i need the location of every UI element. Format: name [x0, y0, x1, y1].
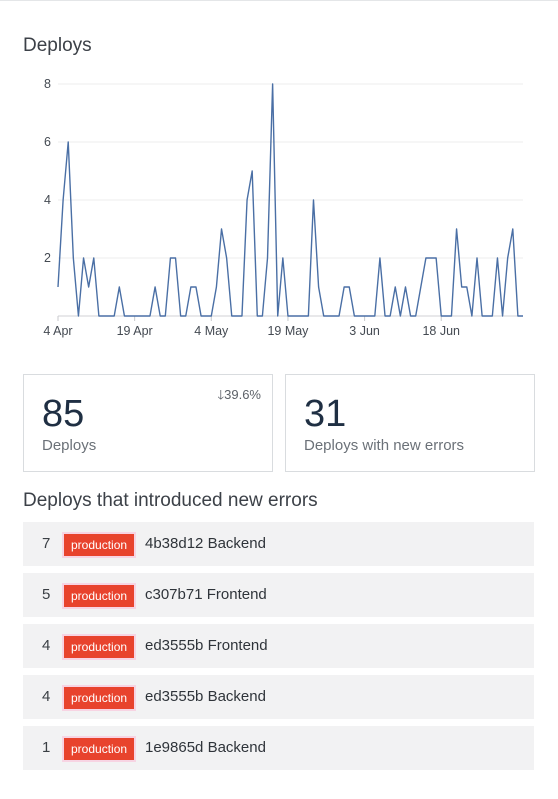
- y-tick-label: 4: [44, 193, 51, 207]
- deploy-row[interactable]: 4 production ed3555b Frontend: [23, 624, 534, 668]
- x-tick-label: 19 May: [267, 324, 309, 338]
- y-tick-label: 6: [44, 135, 51, 149]
- x-tick-label: 18 Jun: [422, 324, 460, 338]
- x-tick-label: 3 Jun: [349, 324, 380, 338]
- deploy-row[interactable]: 4 production ed3555b Backend: [23, 675, 534, 719]
- error-count: 7: [42, 535, 51, 552]
- deploy-name[interactable]: c307b71 Frontend: [145, 586, 267, 603]
- deploys-stat-card[interactable]: 🡓39.6% 85 Deploys: [23, 374, 273, 472]
- deploy-name[interactable]: ed3555b Frontend: [145, 637, 268, 654]
- error-count: 1: [42, 739, 51, 756]
- deploy-row[interactable]: 7 production 4b38d12 Backend: [23, 522, 534, 566]
- environment-badge: production: [64, 687, 135, 709]
- stat-label: Deploys with new errors: [304, 437, 465, 454]
- environment-badge: production: [64, 636, 135, 658]
- error-count: 4: [42, 637, 51, 654]
- environment-badge: production: [64, 585, 135, 607]
- environment-badge: production: [64, 534, 135, 556]
- new-errors-stat-card[interactable]: 31 Deploys with new errors: [285, 374, 535, 472]
- error-count: 5: [42, 586, 51, 603]
- y-tick-label: 8: [44, 77, 51, 91]
- error-count: 4: [42, 688, 51, 705]
- environment-badge: production: [64, 738, 135, 760]
- stat-value: 31: [304, 393, 347, 435]
- deploy-row[interactable]: 5 production c307b71 Frontend: [23, 573, 534, 617]
- change-indicator: 🡓39.6%: [217, 386, 261, 408]
- deploy-row[interactable]: 1 production 1e9865d Backend: [23, 726, 534, 770]
- deploy-name[interactable]: ed3555b Backend: [145, 688, 266, 705]
- top-divider: [0, 0, 558, 1]
- change-percent: 39.6%: [224, 387, 261, 402]
- arrow-down-icon: 🡓: [217, 387, 225, 402]
- deploys-chart-title: Deploys: [23, 35, 92, 56]
- stat-value: 85: [42, 393, 85, 435]
- deploys-list-title: Deploys that introduced new errors: [23, 490, 318, 511]
- y-tick-label: 2: [44, 251, 51, 265]
- deploy-name[interactable]: 1e9865d Backend: [145, 739, 266, 756]
- deploy-name[interactable]: 4b38d12 Backend: [145, 535, 266, 552]
- deploys-series-line: [57, 83, 523, 317]
- x-tick-label: 19 Apr: [117, 324, 153, 338]
- deploys-line-chart: 2 4 6 8 4 Apr 19 Apr 4 May 19 May 3 Jun 18 Jun: [43, 77, 524, 338]
- stat-label: Deploys: [42, 437, 97, 454]
- x-tick-label: 4 Apr: [43, 324, 72, 338]
- x-tick-label: 4 May: [194, 324, 229, 338]
